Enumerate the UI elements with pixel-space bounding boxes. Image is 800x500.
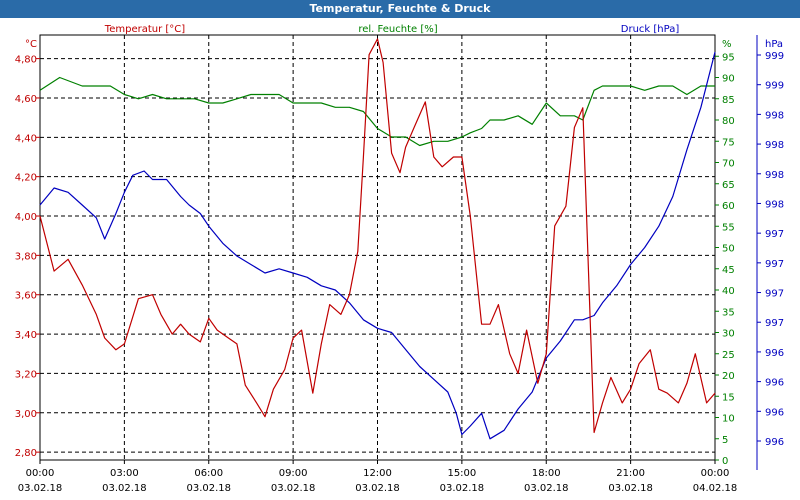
pressure-axis: hPa9999999989989989989979979979979969969… <box>756 35 784 470</box>
x-tick-date-label: 03.02.18 <box>186 483 231 494</box>
humidity-tick-label: 90 <box>722 74 735 85</box>
temperature-tick-label: 3,40 <box>15 330 37 341</box>
x-tick-time-label: 18:00 <box>532 468 561 479</box>
pressure-unit-label: hPa <box>765 39 783 50</box>
x-tick-time-label: 21:00 <box>616 468 645 479</box>
x-tick-date-label: 04.02.18 <box>693 483 738 494</box>
x-tick-date-label: 03.02.18 <box>524 483 569 494</box>
humidity-tick-label: 65 <box>722 180 735 191</box>
pressure-tick-label: 998 <box>765 110 784 121</box>
humidity-unit-label: % <box>722 39 732 50</box>
temperature-tick-label: 4,00 <box>15 212 37 223</box>
pressure-tick-label: 998 <box>765 199 784 210</box>
humidity-tick-label: 40 <box>722 286 735 297</box>
chart: 4,80 4,60 4,40 4,20 4,00 3,80 3,60 3,40 3,20 3,00… <box>15 24 784 494</box>
humidity-axis-title: rel. Feuchte [%] <box>358 24 437 35</box>
pressure-tick-label: 998 <box>765 170 784 181</box>
humidity-tick-label: 0 <box>722 456 728 467</box>
temperature-tick-label: 4,40 <box>15 133 37 144</box>
humidity-tick-label: 50 <box>722 244 735 255</box>
x-tick-date-label: 03.02.18 <box>102 483 147 494</box>
x-tick-date-label: 03.02.18 <box>440 483 485 494</box>
x-tick-date-label: 03.02.18 <box>608 483 653 494</box>
x-tick-time-label: 09:00 <box>279 468 308 479</box>
x-tick-time-label: 03:00 <box>110 468 139 479</box>
temperature-tick-label: 4,20 <box>15 173 37 184</box>
humidity-tick-label: 60 <box>722 201 735 212</box>
temperature-axis: 4,80 4,60 4,40 4,20 4,00 3,80 3,60 3,40 3,20 3,00… <box>15 39 40 459</box>
x-tick-date-label: 03.02.18 <box>355 483 400 494</box>
humidity-tick-label: 85 <box>722 95 735 106</box>
humidity-tick-label: 75 <box>722 137 735 148</box>
x-tick-time-label: 00:00 <box>701 468 730 479</box>
series-line-temperature <box>39 38 716 434</box>
pressure-tick-label: 997 <box>765 289 784 300</box>
pressure-tick-label: 997 <box>765 229 784 240</box>
axis-headers: Temperatur [°C] rel. Feuchte [%] Druck [hP… <box>104 24 680 35</box>
series <box>39 38 716 440</box>
temperature-axis-title: Temperatur [°C] <box>104 24 185 35</box>
pressure-axis-title: Druck [hPa] <box>621 24 680 35</box>
humidity-tick-label: 25 <box>722 350 735 361</box>
pressure-tick-label: 997 <box>765 259 784 270</box>
grid <box>40 35 715 460</box>
pressure-tick-label: 996 <box>765 378 784 389</box>
x-tick-time-label: 00:00 <box>26 468 55 479</box>
humidity-tick-label: 15 <box>722 392 735 403</box>
x-tick-time-label: 12:00 <box>363 468 392 479</box>
temperature-tick-label: 2,80 <box>15 448 37 459</box>
humidity-tick-label: 70 <box>722 159 735 170</box>
temperature-tick-label: 3,20 <box>15 369 37 380</box>
temperature-tick-label: 4,60 <box>15 94 37 105</box>
x-axis: 00:00 03.02.18 03:00 03.02.18 06:00 03.02.18 0… <box>18 460 738 494</box>
humidity-tick-label: 35 <box>722 307 735 318</box>
humidity-tick-label: 5 <box>722 435 728 446</box>
series-line-humidity <box>39 76 715 147</box>
pressure-tick-label: 997 <box>765 318 784 329</box>
temperature-tick-label: 3,80 <box>15 251 37 262</box>
pressure-tick-label: 999 <box>765 51 784 62</box>
temperature-tick-label: 3,00 <box>15 409 37 420</box>
humidity-tick-label: 30 <box>722 329 735 340</box>
humidity-tick-label: 80 <box>722 116 735 127</box>
x-tick-time-label: 15:00 <box>447 468 476 479</box>
temperature-unit-label: °C <box>25 39 37 50</box>
pressure-tick-label: 998 <box>765 140 784 151</box>
humidity-tick-label: 95 <box>722 52 735 63</box>
x-tick-date-label: 03.02.18 <box>271 483 316 494</box>
window-title: Temperatur, Feuchte & Druck <box>0 0 800 18</box>
temperature-tick-label: 3,60 <box>15 291 37 302</box>
pressure-tick-label: 999 <box>765 81 784 92</box>
humidity-tick-label: 45 <box>722 265 735 276</box>
pressure-tick-label: 996 <box>765 437 784 448</box>
humidity-tick-label: 55 <box>722 222 735 233</box>
pressure-tick-label: 996 <box>765 407 784 418</box>
series-line-pressure <box>39 51 716 440</box>
x-tick-time-label: 06:00 <box>194 468 223 479</box>
humidity-tick-label: 10 <box>722 414 735 425</box>
pressure-tick-label: 996 <box>765 348 784 359</box>
temperature-tick-label: 4,80 <box>15 55 37 66</box>
x-tick-date-label: 03.02.18 <box>18 483 63 494</box>
humidity-tick-label: 20 <box>722 371 735 382</box>
